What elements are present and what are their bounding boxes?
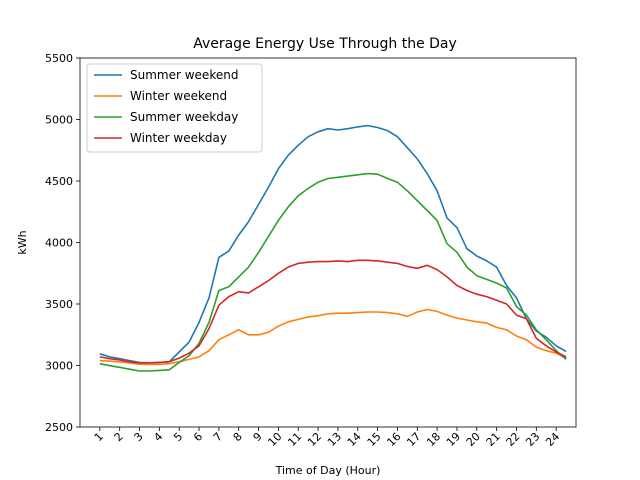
x-tick-label: 14: [345, 430, 364, 449]
x-tick-label: 8: [231, 430, 245, 444]
legend-label: Summer weekend: [130, 68, 238, 82]
series-line-3: [99, 259, 567, 364]
y-tick-label: 5000: [45, 114, 73, 127]
chart-title: Average Energy Use Through the Day: [193, 36, 457, 52]
x-tick-label: 5: [171, 430, 185, 444]
legend-label: Summer weekday: [130, 110, 238, 124]
x-tick-label: 11: [285, 430, 304, 449]
legend-label: Winter weekend: [130, 89, 227, 103]
series-layer: [99, 124, 567, 372]
x-tick-label: 13: [325, 430, 344, 449]
x-tick-label: 24: [543, 430, 562, 449]
y-tick-label: 3000: [45, 360, 73, 373]
x-tick-label: 3: [131, 430, 145, 444]
x-tick-label: 18: [424, 430, 443, 449]
x-axis: 1 2 3 4 5 6 7 8 9 10 11 12 13 14 15 16 17 18 19 20 21 22 23 24: [92, 427, 562, 449]
y-tick-label: 5500: [45, 52, 73, 65]
x-tick-label: 9: [251, 430, 265, 444]
series-line-0: [99, 124, 567, 364]
y-tick-label: 3500: [45, 298, 73, 311]
x-tick-label: 12: [305, 430, 324, 449]
x-tick-label: 4: [151, 430, 165, 444]
x-tick-label: 21: [484, 430, 503, 449]
x-tick-label: 6: [191, 430, 205, 444]
y-tick-label: 2500: [45, 421, 73, 434]
x-tick-label: 2: [112, 430, 126, 444]
y-tick-label: 4500: [45, 175, 73, 188]
y-axis-label: kWh: [16, 230, 29, 254]
legend-label: Winter weekday: [130, 131, 227, 145]
x-tick-label: 20: [464, 430, 483, 449]
x-tick-label: 1: [92, 430, 106, 444]
legend-box: [86, 63, 263, 153]
y-tick-label: 4000: [45, 237, 73, 250]
legend: Summer weekend Winter weekend Summer weekd…: [86, 63, 263, 153]
x-tick-label: 16: [384, 430, 403, 449]
y-axis: 2500 3000 3500 4000 4500 5000 5500: [45, 52, 80, 434]
x-tick-label: 17: [404, 430, 423, 449]
x-tick-label: 7: [211, 430, 225, 444]
series-line-1: [99, 308, 567, 366]
x-axis-label: Time of Day (Hour): [275, 464, 381, 477]
series-line-2: [99, 172, 567, 372]
x-tick-label: 10: [265, 430, 284, 449]
x-tick-label: 15: [365, 430, 384, 449]
x-tick-label: 22: [504, 430, 523, 449]
x-tick-label: 23: [523, 430, 542, 449]
x-tick-label: 19: [444, 430, 463, 449]
